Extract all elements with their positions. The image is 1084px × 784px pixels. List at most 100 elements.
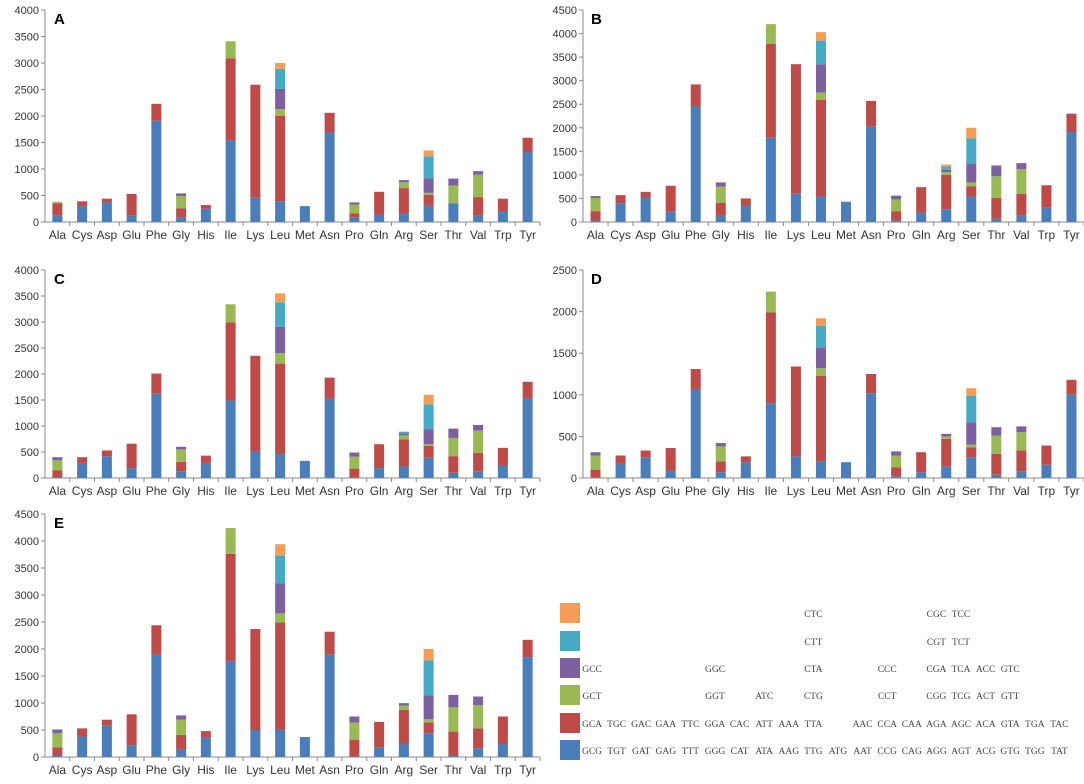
- bar-segment-trp-1: [497, 211, 508, 222]
- bar-segment-phe-1: [690, 388, 701, 478]
- x-tick-label-asn: Asn: [861, 228, 882, 242]
- y-tick-label: 2000: [15, 111, 39, 123]
- bar-segment-his-1: [740, 205, 751, 222]
- chart-panel-b: 0 500 1000 1500 2000 2500 3000 3500 4000 4500 Ala C…: [553, 5, 1084, 242]
- x-tick-label-gln: Gln: [912, 228, 931, 242]
- bar-segment-gly-3: [715, 186, 726, 203]
- bar-segment-ser-3: [966, 444, 977, 448]
- legend-codon: GCC: [582, 665, 602, 675]
- bar-segment-ser-4: [966, 422, 977, 445]
- y-tick-label: 2500: [553, 99, 577, 111]
- bar-segment-gly-2: [176, 461, 187, 472]
- y-tick-label: 3000: [15, 590, 39, 602]
- x-tick-label-thr: Thr: [444, 484, 462, 498]
- bar-segment-gly-4: [715, 182, 726, 187]
- bar-segment-asn-2: [324, 377, 335, 399]
- y-tick-label: 2000: [15, 369, 39, 381]
- bar-segment-pro-3: [349, 722, 360, 740]
- bar-segment-asp-2: [101, 719, 112, 726]
- bar-segment-glu-1: [126, 468, 137, 478]
- legend-codon: CTC: [804, 610, 822, 620]
- y-tick-label: 2500: [15, 617, 39, 629]
- bar-segment-lys-2: [250, 355, 261, 452]
- bar-segment-pro-2: [349, 739, 360, 757]
- legend-codon: ATA: [755, 747, 773, 757]
- x-tick-label-pro: Pro: [345, 228, 364, 242]
- bar-segment-asp-1: [101, 456, 112, 478]
- legend-codon: AAC: [853, 720, 873, 730]
- bar-segment-ile-3: [225, 528, 236, 554]
- bar-segment-leu-2: [275, 363, 286, 455]
- x-tick-label-ala: Ala: [49, 228, 67, 242]
- legend-codon: GCA: [582, 720, 602, 730]
- bar-segment-ser-1: [966, 457, 977, 478]
- bar-segment-trp-1: [497, 465, 508, 478]
- x-tick-label-asn: Asn: [861, 484, 882, 498]
- x-tick-label-tyr: Tyr: [519, 228, 536, 242]
- bar-segment-glu-1: [126, 745, 137, 757]
- bar-segment-gln-1: [374, 214, 385, 222]
- x-tick-label-phe: Phe: [146, 228, 168, 242]
- bar-segment-ser-1: [966, 196, 977, 222]
- x-tick-label-gln: Gln: [370, 763, 389, 777]
- bar-segment-his-2: [740, 198, 751, 206]
- y-tick-label: 500: [21, 447, 39, 459]
- bar-segment-his-2: [200, 205, 211, 209]
- bar-segment-met-1: [299, 460, 310, 478]
- bar-segment-ile-3: [765, 24, 776, 44]
- y-tick-label: 0: [571, 217, 577, 229]
- legend-codon: CAC: [730, 720, 750, 730]
- y-tick-label: 4500: [553, 5, 577, 17]
- bar-segment-pro-2: [349, 213, 360, 218]
- x-tick-label-pro: Pro: [345, 763, 364, 777]
- y-tick-label: 0: [33, 752, 39, 764]
- y-tick-label: 4000: [553, 29, 577, 41]
- bar-segment-ala-1: [52, 755, 63, 757]
- bar-segment-ala-2: [590, 211, 601, 221]
- y-tick-label: 4500: [15, 509, 39, 521]
- y-tick-label: 4000: [15, 265, 39, 277]
- bar-segment-leu-1: [275, 454, 286, 478]
- y-tick-label: 500: [559, 193, 577, 205]
- bar-segment-tyr-2: [522, 137, 533, 153]
- bar-segment-arg-3: [941, 172, 952, 175]
- bar-segment-thr-2: [448, 456, 459, 473]
- y-tick-label: 0: [571, 473, 577, 485]
- bar-segment-leu-4: [275, 583, 286, 614]
- legend-codon: ACG: [976, 747, 996, 757]
- y-tick-label: 3000: [15, 317, 39, 329]
- y-tick-label: 2500: [553, 265, 577, 277]
- bar-segment-leu-6: [275, 544, 286, 556]
- x-tick-label-thr: Thr: [444, 763, 462, 777]
- x-tick-label-phe: Phe: [685, 484, 707, 498]
- bar-segment-arg-6: [941, 164, 952, 167]
- bar-segment-leu-3: [815, 368, 826, 376]
- bar-segment-cys-1: [77, 462, 88, 478]
- bar-segment-leu-5: [275, 68, 286, 89]
- bar-segment-arg-3: [941, 436, 952, 439]
- bar-segment-gly-4: [176, 715, 187, 720]
- bar-segment-leu-2: [815, 99, 826, 197]
- bar-segment-val-1: [1016, 471, 1027, 478]
- bar-segment-arg-2: [941, 438, 952, 467]
- chart-panel-e: 0 500 1000 1500 2000 2500 3000 3500 4000 4500 Ala C…: [15, 509, 541, 777]
- bar-segment-ser-5: [423, 660, 434, 696]
- bar-segment-glu-1: [665, 470, 676, 478]
- x-tick-label-arg: Arg: [937, 228, 956, 242]
- x-tick-label-asp: Asp: [97, 228, 118, 242]
- x-tick-label-leu: Leu: [270, 484, 290, 498]
- x-tick-label-glu: Glu: [122, 763, 141, 777]
- legend-codon: TTC: [681, 720, 699, 730]
- bar-segment-ala-2: [52, 470, 63, 477]
- bar-segment-leu-3: [815, 92, 826, 100]
- y-tick-label: 1500: [553, 146, 577, 158]
- bar-segment-thr-1: [991, 218, 1002, 222]
- bar-segment-asp-2: [101, 198, 112, 203]
- bar-segment-lys-2: [790, 366, 801, 457]
- bar-segment-gln-1: [374, 468, 385, 478]
- x-tick-label-asn: Asn: [319, 484, 340, 498]
- x-tick-label-val: Val: [470, 228, 486, 242]
- bar-segment-ser-4: [423, 178, 434, 193]
- bar-segment-cys-1: [77, 206, 88, 222]
- legend-codon: GGT: [705, 692, 725, 702]
